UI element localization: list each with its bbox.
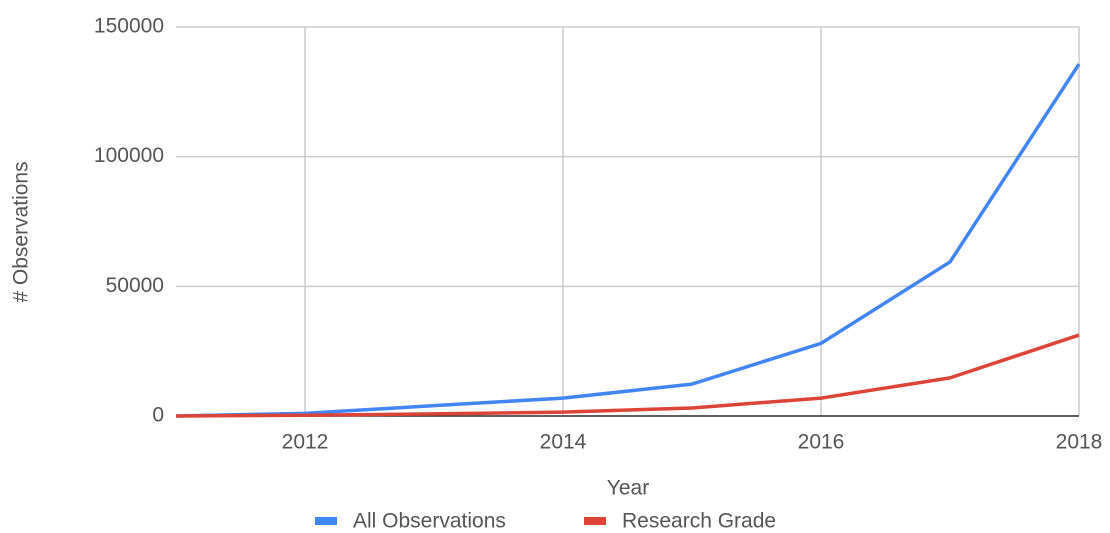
y-tick-label: 100000 xyxy=(94,144,164,167)
x-tick-label: 2018 xyxy=(1056,431,1103,454)
x-axis-label: Year xyxy=(607,477,649,500)
y-axis-label: # Observations xyxy=(10,161,33,302)
y-tick-label: 150000 xyxy=(94,15,164,38)
data-line xyxy=(175,333,1080,418)
x-tick-label: 2016 xyxy=(798,431,845,454)
legend-swatch xyxy=(584,517,606,525)
data-line xyxy=(175,63,1081,418)
legend-label: Research Grade xyxy=(622,510,776,533)
x-tick-label: 2014 xyxy=(540,431,587,454)
y-tick-label: 50000 xyxy=(106,274,164,297)
legend-swatch xyxy=(315,517,337,525)
legend-label: All Observations xyxy=(353,510,506,533)
x-tick-label: 2012 xyxy=(282,431,329,454)
y-tick-label: 0 xyxy=(152,404,164,427)
